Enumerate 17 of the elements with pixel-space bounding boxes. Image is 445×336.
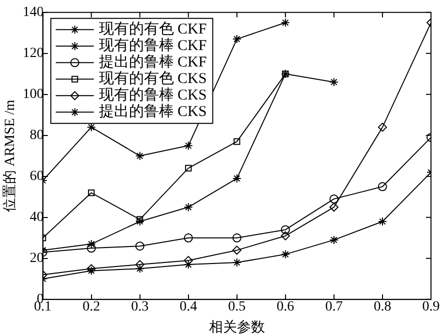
- y-axis-title: 位置的 ARMSE /m: [2, 100, 18, 212]
- x-tick-label: 0.8: [374, 299, 392, 314]
- legend-label: 现有的鲁棒 CKS: [98, 86, 207, 104]
- x-tick-label: 0.3: [131, 299, 149, 314]
- x-tick-label: 0.9: [422, 299, 440, 314]
- legend-label: 提出的鲁棒 CKF: [98, 54, 207, 71]
- x-tick-label: 0.4: [180, 299, 198, 314]
- x-tick-label: 0.5: [228, 299, 246, 314]
- x-tick-label: 0.7: [325, 299, 343, 314]
- legend-label: 现有的鲁棒 CKF: [98, 37, 207, 54]
- legend-label: 现有的有色 CKS: [98, 70, 207, 88]
- legend-label: 现有的有色 CKF: [98, 20, 207, 38]
- x-axis-title: 相关参数: [208, 319, 265, 336]
- legend-label: 提出的鲁棒 CKS: [98, 103, 207, 120]
- x-tick-label: 0.2: [82, 299, 100, 314]
- y-tick-label: 140: [22, 5, 44, 20]
- x-tick-label: 0.6: [276, 299, 294, 314]
